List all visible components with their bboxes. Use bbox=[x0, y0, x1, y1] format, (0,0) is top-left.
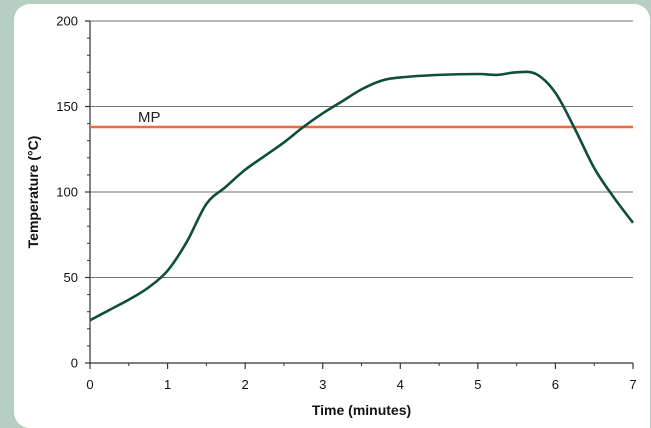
x-tick-label: 0 bbox=[86, 377, 93, 392]
ticks: 0 50 100 150 200 0 1 2 3 4 5 6 7 bbox=[56, 14, 636, 393]
y-axis-label: Temperature (°C) bbox=[25, 136, 41, 249]
temperature-series-line bbox=[89, 70, 635, 322]
x-tick-label: 7 bbox=[629, 377, 636, 392]
reference-lines: MP bbox=[90, 109, 633, 129]
y-tick-label: 0 bbox=[71, 356, 78, 371]
x-tick-label: 4 bbox=[397, 377, 404, 392]
series-group bbox=[89, 70, 635, 322]
x-tick-label: 2 bbox=[242, 377, 249, 392]
x-tick-label: 1 bbox=[164, 377, 171, 392]
temperature-chart: 0 50 100 150 200 0 1 2 3 4 5 6 7 MP Time (minutes) T… bbox=[25, 14, 637, 419]
y-tick-label: 200 bbox=[56, 14, 78, 29]
gridlines bbox=[90, 20, 633, 278]
y-tick-label: 150 bbox=[56, 99, 78, 114]
x-axis-label: Time (minutes) bbox=[312, 402, 411, 418]
y-tick-label: 50 bbox=[64, 270, 78, 285]
y-tick-label: 100 bbox=[56, 185, 78, 200]
chart-card: 0 50 100 150 200 0 1 2 3 4 5 6 7 MP Time (minutes) T… bbox=[14, 4, 650, 428]
x-tick-label: 5 bbox=[474, 377, 481, 392]
reference-line-label: MP bbox=[138, 109, 161, 126]
x-tick-label: 3 bbox=[319, 377, 326, 392]
x-tick-label: 6 bbox=[552, 377, 559, 392]
